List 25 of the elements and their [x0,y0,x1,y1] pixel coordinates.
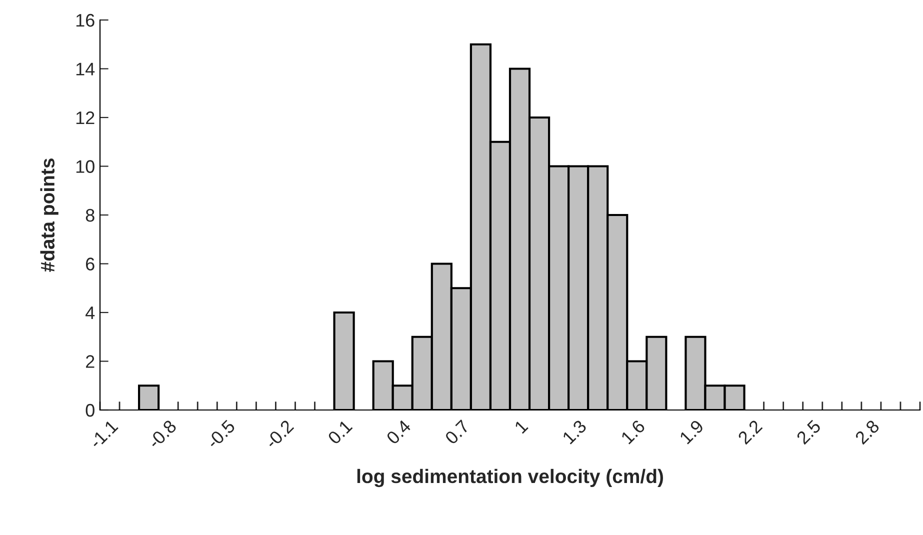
y-tick-label: 0 [86,404,94,417]
x-tick-label: 1 [514,419,528,434]
x-tick-label: -0.8 [147,419,178,450]
y-tick-label: 6 [86,258,94,270]
x-tick-label: 2.5 [796,419,822,445]
y-tick-label: 10 [76,160,94,173]
x-tick-label: 2.8 [854,419,880,445]
y-tick-label: 14 [76,62,95,76]
y-tick-label: 16 [76,14,94,27]
y-axis-title: #data points [40,158,58,272]
y-tick-label: 12 [76,111,94,124]
x-axis-title: log sedimentation velocity (cm/d) [357,468,664,488]
x-tick-label: 1.9 [679,419,704,444]
x-tick-label: -1.1 [88,419,118,450]
x-tick-label: 0.4 [386,419,412,445]
y-tick-label: 8 [86,208,94,222]
x-tick-label: 2.2 [737,419,763,445]
x-tick-label: -0.5 [206,419,236,450]
x-tick-label: 0.7 [444,419,470,445]
x-tick-label: 0.1 [327,419,353,445]
x-tick-label: 1.6 [620,419,646,444]
x-tick-label: 1.3 [562,419,588,444]
y-tick-label: 4 [86,306,95,320]
x-tick-label: -0.2 [264,419,294,450]
y-tick-label: 2 [86,355,94,368]
